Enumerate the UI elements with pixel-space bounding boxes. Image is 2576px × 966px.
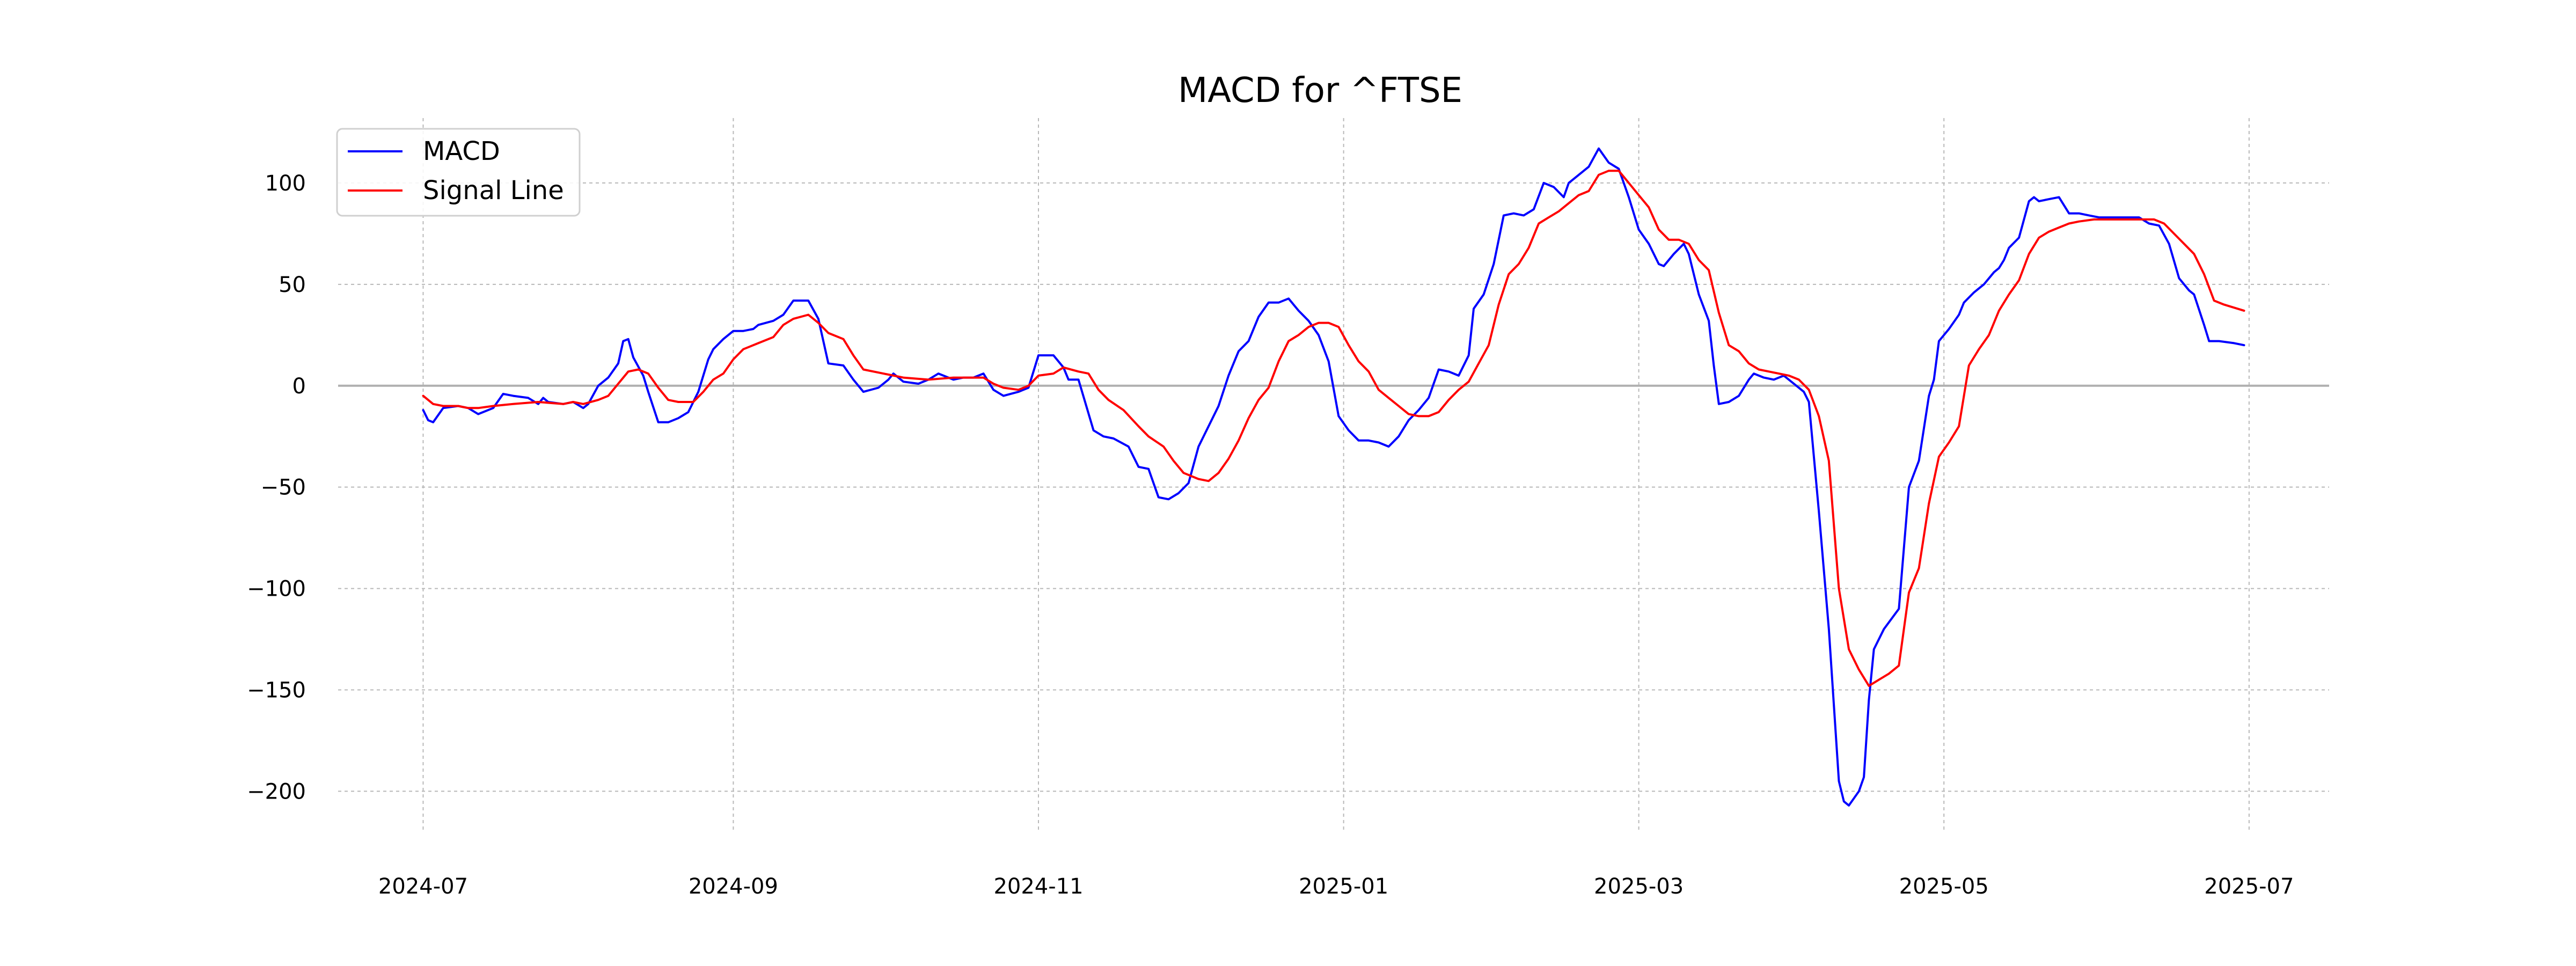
x-tick-label: 2024-07 xyxy=(378,874,468,899)
series-line-signal-line xyxy=(422,170,2245,687)
x-tick-label: 2025-03 xyxy=(1594,874,1684,899)
grid-lines xyxy=(338,118,2329,832)
y-tick-label: −150 xyxy=(247,678,306,703)
x-axis-tick-labels: 2024-07 2024-09 2024-11 2025-01 2025-03 2025-… xyxy=(378,874,2294,899)
series-lines xyxy=(422,147,2245,807)
y-tick-label: 100 xyxy=(265,171,306,196)
x-tick-label: 2024-09 xyxy=(689,874,778,899)
y-tick-label: −100 xyxy=(247,577,306,602)
y-axis-tick-labels: 100 50 0 −50 −100 −150 −200 xyxy=(247,171,306,804)
y-tick-label: −50 xyxy=(261,475,306,500)
x-tick-label: 2024-11 xyxy=(993,874,1083,899)
legend-label-macd: MACD xyxy=(423,136,500,166)
x-tick-label: 2025-07 xyxy=(2204,874,2294,899)
y-tick-label: 50 xyxy=(279,273,306,297)
series-line-macd xyxy=(422,147,2245,807)
x-tick-label: 2025-01 xyxy=(1299,874,1388,899)
legend: MACD Signal Line xyxy=(336,128,581,217)
legend-label-signal-line: Signal Line xyxy=(423,175,564,206)
y-tick-label: −200 xyxy=(247,779,306,804)
y-tick-label: 0 xyxy=(292,374,306,399)
chart-title: MACD for ^FTSE xyxy=(1178,71,1462,111)
x-tick-label: 2025-05 xyxy=(1899,874,1989,899)
